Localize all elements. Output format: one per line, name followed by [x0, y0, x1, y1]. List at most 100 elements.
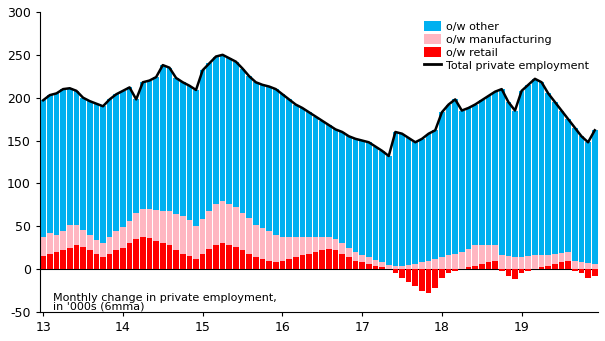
Bar	[486, 245, 491, 262]
Bar	[47, 233, 53, 254]
Bar	[186, 86, 192, 220]
Bar	[200, 254, 206, 269]
Bar	[60, 232, 66, 250]
Bar	[339, 254, 345, 269]
Bar	[246, 254, 252, 269]
Bar	[293, 105, 298, 237]
Bar	[213, 245, 219, 269]
Bar	[393, 132, 398, 266]
Bar	[419, 139, 425, 262]
Bar	[346, 257, 352, 269]
Bar	[446, 105, 451, 255]
Bar	[114, 94, 119, 232]
Bar	[100, 257, 106, 269]
Bar	[453, 269, 458, 271]
Bar	[519, 257, 525, 269]
Bar	[306, 112, 312, 237]
Bar	[406, 269, 411, 282]
Bar	[439, 269, 445, 278]
Bar	[193, 259, 199, 269]
Bar	[578, 269, 584, 273]
Bar	[240, 212, 246, 250]
Bar	[565, 261, 571, 269]
Bar	[366, 257, 371, 264]
Bar	[299, 255, 305, 269]
Bar	[166, 245, 172, 269]
Bar	[41, 237, 46, 256]
Bar	[226, 245, 232, 269]
Bar	[293, 237, 298, 257]
Bar	[173, 214, 179, 250]
Bar	[180, 82, 186, 216]
Bar	[453, 254, 458, 269]
Bar	[359, 140, 365, 255]
Bar	[473, 105, 478, 245]
Bar	[473, 266, 478, 269]
Bar	[433, 259, 438, 269]
Bar	[173, 78, 179, 214]
Bar	[41, 256, 46, 269]
Bar	[273, 89, 278, 235]
Bar	[499, 255, 505, 269]
Bar	[220, 243, 226, 269]
Bar	[359, 255, 365, 262]
Bar	[426, 261, 431, 269]
Bar	[54, 252, 59, 269]
Bar	[526, 85, 531, 256]
Bar	[94, 254, 99, 269]
Bar	[366, 142, 371, 257]
Bar	[353, 252, 358, 261]
Bar	[126, 243, 132, 269]
Bar	[373, 266, 378, 269]
Bar	[499, 269, 505, 271]
Bar	[406, 265, 411, 269]
Bar	[286, 99, 292, 237]
Bar	[140, 237, 146, 269]
Bar	[479, 100, 485, 245]
Bar	[286, 259, 292, 269]
Bar	[572, 269, 578, 271]
Bar	[299, 108, 305, 237]
Bar	[240, 69, 246, 212]
Bar	[558, 110, 564, 253]
Bar	[466, 108, 471, 249]
Bar	[273, 235, 278, 262]
Bar	[87, 101, 93, 235]
Bar	[133, 239, 139, 269]
Bar	[146, 209, 152, 238]
Bar	[386, 265, 391, 269]
Bar	[54, 235, 59, 252]
Bar	[206, 211, 212, 249]
Bar	[280, 237, 285, 261]
Bar	[313, 252, 318, 269]
Bar	[273, 262, 278, 269]
Bar	[399, 266, 405, 269]
Bar	[67, 248, 73, 269]
Bar	[426, 269, 431, 293]
Bar	[326, 125, 332, 237]
Bar	[466, 267, 471, 269]
Bar	[552, 264, 558, 269]
Bar	[260, 85, 265, 228]
Bar	[339, 243, 345, 254]
Bar	[260, 228, 265, 259]
Bar	[246, 76, 252, 218]
Bar	[492, 245, 498, 261]
Bar	[459, 252, 465, 269]
Bar	[419, 262, 425, 269]
Bar	[206, 63, 212, 211]
Bar	[333, 250, 338, 269]
Bar	[326, 237, 332, 249]
Bar	[565, 119, 571, 252]
Bar	[114, 232, 119, 250]
Bar	[366, 264, 371, 269]
Bar	[173, 250, 179, 269]
Bar	[459, 110, 465, 252]
Bar	[140, 82, 146, 209]
Bar	[419, 269, 425, 291]
Bar	[538, 255, 544, 267]
Bar	[246, 218, 252, 254]
Bar	[80, 230, 86, 247]
Text: Monthly change in private employment,: Monthly change in private employment,	[53, 293, 277, 303]
Bar	[433, 269, 438, 288]
